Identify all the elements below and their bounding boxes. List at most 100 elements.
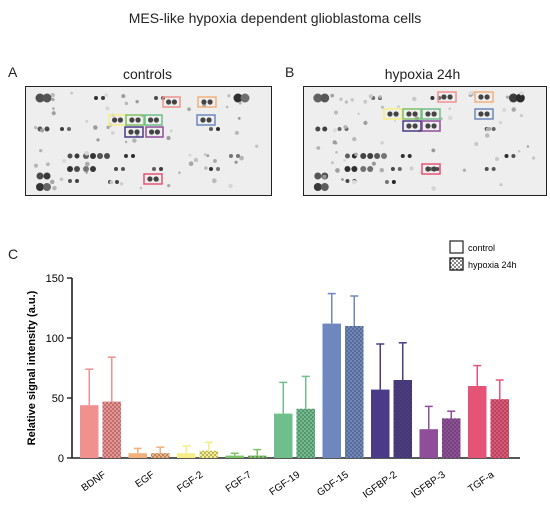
blot-speck-43 (169, 129, 173, 133)
bar-pattern-fgf-19 (296, 408, 315, 458)
blot-speck-6 (380, 141, 384, 145)
blot-spot-19 (104, 153, 110, 159)
x-tick-label-tgf-a: TGF-a (466, 469, 496, 495)
blot-speck-20 (96, 138, 100, 142)
blot-speck-23 (354, 152, 358, 157)
highlight-box-fgf-2 (383, 108, 403, 120)
blot-spot-14 (67, 153, 73, 159)
blot-speck-35 (341, 178, 344, 181)
blot-speck-54 (51, 111, 56, 116)
box-spot-6-a (128, 129, 134, 135)
blot-speck-25 (378, 95, 383, 99)
box-spot-4-b (153, 117, 159, 123)
blot-spot-17 (367, 153, 374, 159)
blot-speck-26 (344, 100, 349, 104)
panel-label-a: A (8, 64, 18, 80)
blot-speck-47 (46, 162, 50, 167)
blot-speck-9 (343, 159, 346, 162)
blot-spot-22 (229, 154, 233, 158)
blot-speck-36 (204, 166, 208, 170)
box-spot-0-a (441, 94, 447, 100)
blot-spot-23 (511, 154, 516, 158)
blot-spot-36 (68, 179, 72, 183)
blot-speck-41 (396, 105, 400, 109)
box-spot-6-b (412, 123, 418, 129)
blot-speck-40 (104, 93, 108, 97)
box-spot-1-a (478, 94, 484, 100)
blot-speck-41 (40, 128, 45, 133)
blot-spot-1 (320, 93, 330, 103)
blot-spot-28 (114, 167, 118, 171)
blot-speck-35 (255, 144, 259, 148)
blot-speck-20 (380, 105, 385, 109)
blot-spot-7 (240, 93, 250, 103)
bar-igfbp-2-control (371, 389, 390, 458)
x-tick-label-egf: EGF (134, 469, 157, 490)
blot-speck-17 (85, 171, 88, 174)
blot-spot-33 (216, 167, 220, 171)
blot-spot-36 (345, 179, 350, 183)
blot-spot-6 (233, 93, 243, 103)
panel-label-b: B (285, 64, 295, 80)
blot-spot-29 (397, 167, 402, 171)
bar-igfbp-3-control (419, 429, 438, 458)
box-spot-4-a (425, 111, 431, 117)
blot-speck-24 (33, 163, 39, 168)
figure-title: MES-like hypoxia dependent glioblastoma … (128, 10, 422, 26)
box-spot-8-b (431, 166, 437, 172)
blot-speck-39 (187, 107, 191, 112)
blot-speck-32 (234, 130, 239, 135)
blot-speck-24 (330, 161, 334, 165)
box-spot-0-a (166, 99, 172, 105)
blot-spot-25 (351, 166, 358, 172)
blot-speck-26 (93, 125, 98, 130)
bar-pattern-gdf-15 (345, 326, 364, 458)
blot-speck-51 (368, 94, 373, 99)
blot-speck-13 (339, 97, 343, 101)
legend-swatch-hypoxia-pattern (449, 257, 464, 271)
x-tick-label-fgf-7: FGF-7 (224, 469, 254, 495)
blot-spot-38 (313, 183, 322, 191)
bar-pattern-egf (151, 453, 170, 458)
blot-spot-21 (407, 154, 412, 158)
blot-speck-58 (511, 107, 516, 112)
blot-spot-26 (83, 166, 89, 172)
bar-fgf-2-control (177, 453, 196, 458)
box-spot-8-a (147, 176, 153, 182)
blot-spot-3 (101, 96, 105, 100)
blot-speck-22 (70, 91, 73, 95)
blot-speck-31 (498, 120, 503, 125)
y-tick-label-1: 50 (52, 393, 64, 405)
blot-speck-23 (124, 101, 129, 106)
bar-pattern-fgf-7 (248, 455, 267, 458)
blot-speck-9 (203, 153, 207, 156)
box-spot-3-b (412, 111, 418, 117)
blot-speck-57 (213, 159, 217, 163)
blot-speck-28 (379, 168, 384, 173)
box-spot-3-b (135, 117, 141, 123)
blot-spot-4 (430, 96, 435, 100)
blot-spot-37 (75, 179, 79, 183)
blot-speck-12 (371, 161, 377, 166)
y-tick-label-3: 150 (46, 273, 64, 285)
blot-speck-49 (357, 112, 360, 116)
blot-speck-46 (124, 140, 128, 144)
blot-speck-49 (121, 93, 126, 99)
blot-speck-17 (499, 183, 503, 187)
box-spot-2-a (112, 117, 118, 123)
blot-spot-8 (315, 126, 321, 132)
blot-speck-18 (330, 93, 335, 98)
box-spot-6-a (406, 123, 412, 129)
blot-spot-10 (337, 127, 342, 131)
highlight-box-fgf-7 (402, 108, 422, 120)
y-tick-label-0: 0 (58, 453, 64, 465)
blot-spot-21 (131, 154, 135, 158)
blot-speck-8 (228, 183, 233, 189)
bar-egf-control (128, 453, 147, 458)
bar-pattern-fgf-2 (199, 450, 218, 458)
highlight-box-bdnf (437, 91, 457, 103)
blot-spot-35 (43, 172, 51, 180)
blot-speck-42 (431, 148, 436, 153)
blot-speck-31 (239, 155, 244, 161)
blot-speck-14 (333, 128, 337, 133)
